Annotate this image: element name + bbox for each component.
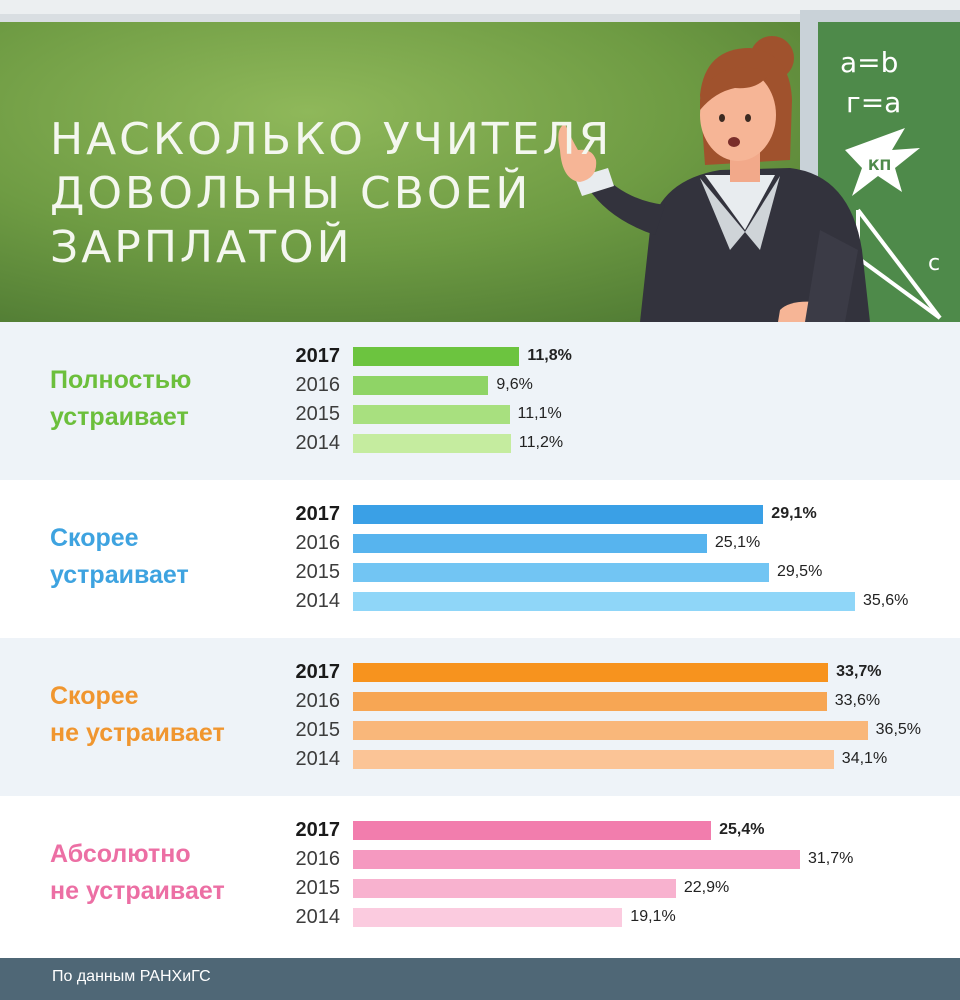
bar-row: 2017 29,1% [0, 503, 960, 525]
year-label: 2014 [295, 748, 341, 770]
value-label: 29,5% [776, 563, 823, 580]
bar-row: 2016 33,6% [0, 690, 960, 712]
year-label: 2014 [295, 590, 341, 612]
year-label: 2017 [295, 819, 341, 841]
bar [353, 663, 829, 682]
bar-row: 2014 34,1% [0, 748, 960, 770]
bar-row: 2014 19,1% [0, 906, 960, 928]
page-title-line-2: довольны своей [50, 168, 532, 219]
value-label: 34,1% [841, 750, 888, 767]
page-title-line-1: Насколько учителя [50, 114, 613, 165]
bar [353, 592, 855, 611]
bar [353, 534, 707, 553]
bar [353, 908, 623, 927]
bar-row: 2016 25,1% [0, 532, 960, 554]
year-label: 2017 [295, 661, 341, 683]
footer-bar: По данным РАНХиГС [0, 958, 960, 1000]
bar [353, 405, 510, 424]
bar-row: 2016 31,7% [0, 848, 960, 870]
bar-row: 2014 35,6% [0, 590, 960, 612]
bar-row: 2014 11,2% [0, 432, 960, 454]
value-label: 36,5% [875, 721, 922, 738]
bar-row: 2017 11,8% [0, 345, 960, 367]
group-label-line: устраивает [50, 561, 189, 589]
year-label: 2015 [295, 561, 341, 583]
year-label: 2014 [295, 906, 341, 928]
chart-group-3: Скорее не устраивает 2017 33,7% 2016 33,6% 201… [0, 638, 960, 796]
year-label: 2016 [295, 690, 341, 712]
year-label: 2016 [295, 532, 341, 554]
value-label: 19,1% [630, 908, 676, 925]
chart-group-4: Абсолютно не устраивает 2017 25,4% 2016 31,7%… [0, 796, 960, 954]
bar [353, 721, 868, 740]
value-label: 11,2% [518, 434, 564, 451]
year-label: 2015 [295, 877, 341, 899]
bar [353, 434, 511, 453]
bar [353, 563, 769, 582]
year-label: 2015 [295, 719, 341, 741]
bar [353, 750, 834, 769]
kp-logo-icon: КП [845, 128, 920, 196]
bar-row: 2017 33,7% [0, 661, 960, 683]
year-label: 2016 [295, 848, 341, 870]
year-label: 2017 [295, 503, 341, 525]
bar-row: 2015 11,1% [0, 403, 960, 425]
value-label: 33,6% [834, 692, 881, 709]
bar-row: 2015 29,5% [0, 561, 960, 583]
group-label-line: Скорее [50, 682, 139, 710]
source-note: По данным РАНХиГС [52, 968, 211, 985]
group-label-line: устраивает [50, 403, 189, 431]
group-label-line: Полностью [50, 366, 192, 394]
value-label: 22,9% [683, 879, 730, 896]
group-label-line: Абсолютно [50, 840, 191, 868]
chart-group-1: Полностью устраивает 2017 11,8% 2016 9,6% 2015… [0, 322, 960, 480]
group-label: Абсолютно не устраивает [50, 836, 280, 910]
classroom-illustration: a=b г=a c КП [0, 0, 960, 322]
value-label: 25,1% [714, 534, 761, 551]
bar-row: 2015 22,9% [0, 877, 960, 899]
value-label: 25,4% [719, 821, 765, 838]
value-label: 31,7% [807, 850, 854, 867]
bar [353, 821, 712, 840]
value-label: 11,8% [527, 347, 572, 364]
value-label: 11,1% [517, 405, 562, 422]
group-label: Полностью устраивает [50, 362, 280, 436]
svg-text:КП: КП [868, 158, 891, 174]
bar [353, 505, 764, 524]
year-label: 2017 [295, 345, 341, 367]
board-formula-3: c [928, 251, 940, 276]
year-label: 2014 [295, 432, 341, 454]
header-illustration: a=b г=a c КП [0, 0, 960, 322]
value-label: 9,6% [496, 376, 533, 393]
bar-row: 2017 25,4% [0, 819, 960, 841]
bar [353, 879, 676, 898]
group-label-line: не устраивает [50, 877, 225, 905]
bar [353, 692, 827, 711]
bar [353, 347, 520, 366]
year-label: 2015 [295, 403, 341, 425]
bar [353, 850, 800, 869]
group-label: Скорее устраивает [50, 520, 280, 594]
page-title-line-3: зарплатой [50, 222, 353, 273]
value-label: 35,6% [862, 592, 909, 609]
year-label: 2016 [295, 374, 341, 396]
bar [353, 376, 489, 395]
teacher-figure-icon [558, 36, 870, 322]
bar-row: 2015 36,5% [0, 719, 960, 741]
value-label: 29,1% [771, 505, 817, 522]
chart-group-2: Скорее устраивает 2017 29,1% 2016 25,1% 2015 29… [0, 480, 960, 638]
value-label: 33,7% [836, 663, 882, 680]
group-label: Скорее не устраивает [50, 678, 280, 752]
board-formula-1: a=b [840, 46, 898, 79]
bar-row: 2016 9,6% [0, 374, 960, 396]
group-label-line: Скорее [50, 524, 139, 552]
group-label-line: не устраивает [50, 719, 225, 747]
board-formula-2: г=a [846, 86, 901, 119]
